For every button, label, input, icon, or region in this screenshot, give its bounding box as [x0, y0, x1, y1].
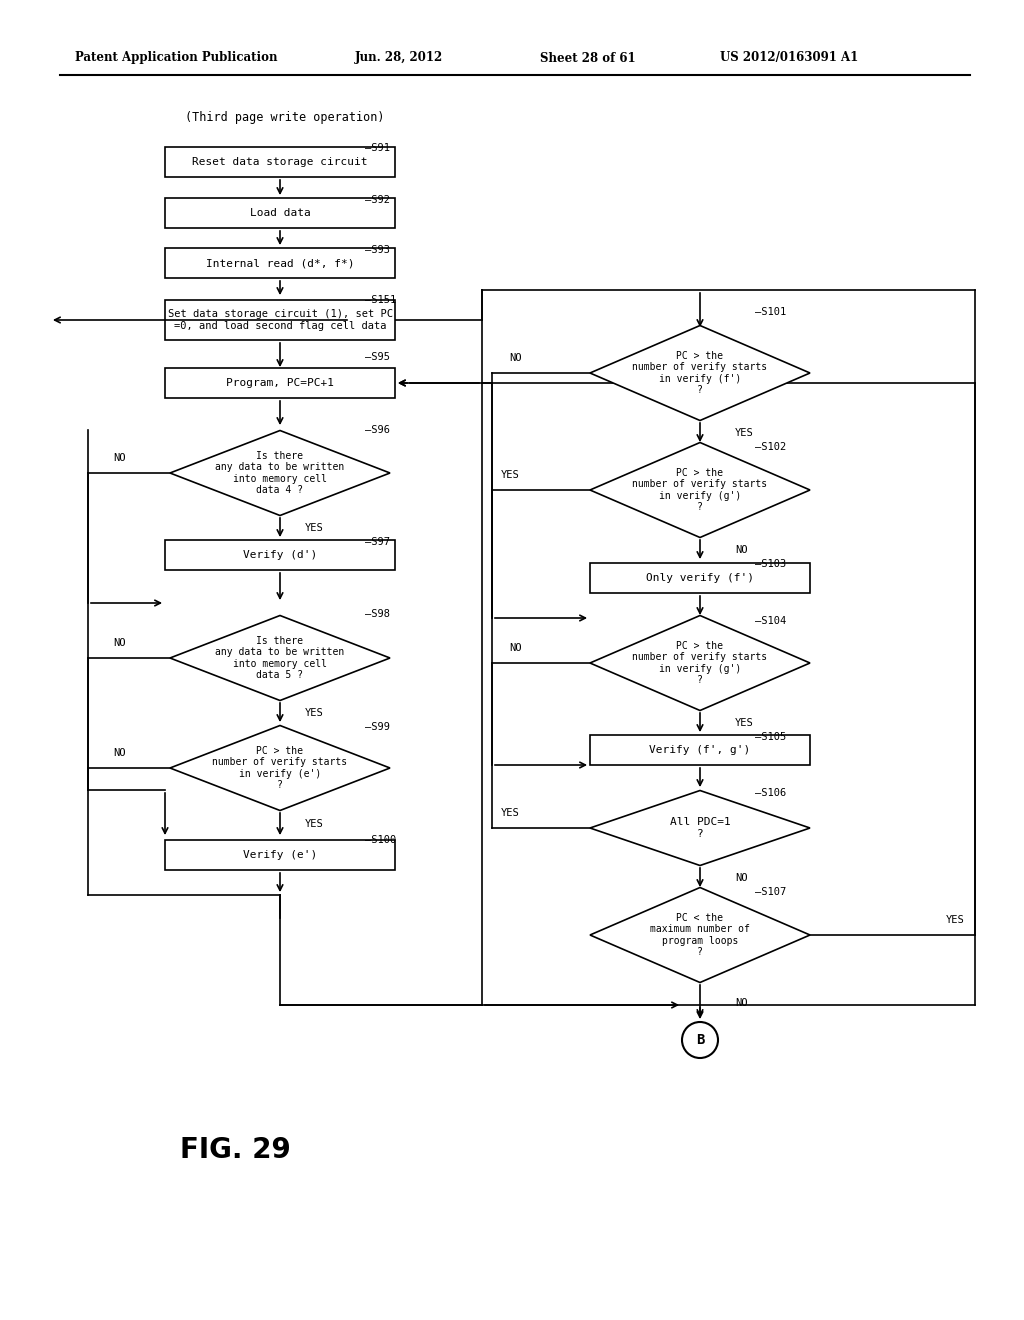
- FancyBboxPatch shape: [165, 840, 395, 870]
- Text: NO: NO: [735, 998, 748, 1008]
- Text: —S106: —S106: [755, 788, 786, 799]
- Text: Load data: Load data: [250, 209, 310, 218]
- Text: PC > the
number of verify starts
in verify (e')
?: PC > the number of verify starts in veri…: [212, 746, 347, 791]
- Text: YES: YES: [501, 808, 519, 818]
- Text: US 2012/0163091 A1: US 2012/0163091 A1: [720, 51, 858, 65]
- Text: —S96: —S96: [365, 425, 390, 436]
- Text: —S105: —S105: [755, 733, 786, 742]
- Text: YES: YES: [735, 428, 754, 438]
- Text: PC > the
number of verify starts
in verify (f')
?: PC > the number of verify starts in veri…: [633, 351, 768, 396]
- Text: —S98: —S98: [365, 609, 390, 619]
- Text: Reset data storage circuit: Reset data storage circuit: [193, 157, 368, 168]
- Polygon shape: [170, 430, 390, 516]
- Text: —S97: —S97: [365, 537, 390, 546]
- Text: (Third page write operation): (Third page write operation): [185, 111, 384, 124]
- Text: YES: YES: [305, 818, 324, 829]
- Text: NO: NO: [735, 873, 748, 883]
- Text: B: B: [696, 1034, 705, 1047]
- Polygon shape: [590, 887, 810, 982]
- FancyBboxPatch shape: [165, 540, 395, 570]
- Text: —S99: —S99: [365, 722, 390, 733]
- Text: Is there
any data to be written
into memory cell
data 5 ?: Is there any data to be written into mem…: [215, 636, 345, 680]
- Text: —S101: —S101: [755, 308, 786, 317]
- Text: Set data storage circuit (1), set PC
=0, and load second flag cell data: Set data storage circuit (1), set PC =0,…: [168, 309, 392, 331]
- Text: —S95: —S95: [365, 352, 390, 362]
- Text: YES: YES: [305, 523, 324, 533]
- Text: —S104: —S104: [755, 616, 786, 626]
- Text: —S102: —S102: [755, 442, 786, 451]
- Polygon shape: [590, 326, 810, 421]
- Text: —S100: —S100: [365, 836, 396, 845]
- FancyBboxPatch shape: [590, 735, 810, 766]
- Text: —S107: —S107: [755, 887, 786, 898]
- Text: Verify (f', g'): Verify (f', g'): [649, 744, 751, 755]
- Text: All PDC=1
?: All PDC=1 ?: [670, 817, 730, 838]
- Text: Only verify (f'): Only verify (f'): [646, 573, 754, 583]
- Text: NO: NO: [114, 453, 126, 463]
- Text: FIG. 29: FIG. 29: [179, 1137, 291, 1164]
- Text: YES: YES: [305, 708, 324, 718]
- Text: —S93: —S93: [365, 246, 390, 255]
- Polygon shape: [590, 615, 810, 710]
- Text: PC > the
number of verify starts
in verify (g')
?: PC > the number of verify starts in veri…: [633, 640, 768, 685]
- Text: NO: NO: [735, 545, 748, 554]
- Polygon shape: [590, 442, 810, 537]
- Polygon shape: [590, 791, 810, 866]
- Text: YES: YES: [501, 470, 519, 480]
- Text: Verify (d'): Verify (d'): [243, 550, 317, 560]
- FancyBboxPatch shape: [165, 368, 395, 399]
- Text: Program, PC=PC+1: Program, PC=PC+1: [226, 378, 334, 388]
- Text: Sheet 28 of 61: Sheet 28 of 61: [540, 51, 636, 65]
- FancyBboxPatch shape: [165, 198, 395, 228]
- Text: YES: YES: [946, 915, 965, 925]
- Text: Verify (e'): Verify (e'): [243, 850, 317, 861]
- Text: PC > the
number of verify starts
in verify (g')
?: PC > the number of verify starts in veri…: [633, 467, 768, 512]
- Text: —S92: —S92: [365, 195, 390, 205]
- FancyBboxPatch shape: [165, 147, 395, 177]
- Text: NO: NO: [509, 643, 521, 653]
- Text: Is there
any data to be written
into memory cell
data 4 ?: Is there any data to be written into mem…: [215, 450, 345, 495]
- FancyBboxPatch shape: [590, 564, 810, 593]
- Text: Internal read (d*, f*): Internal read (d*, f*): [206, 257, 354, 268]
- Text: —S103: —S103: [755, 558, 786, 569]
- Text: —S151: —S151: [365, 294, 396, 305]
- Text: NO: NO: [114, 748, 126, 758]
- Text: NO: NO: [114, 638, 126, 648]
- FancyBboxPatch shape: [165, 248, 395, 279]
- Text: Jun. 28, 2012: Jun. 28, 2012: [355, 51, 443, 65]
- Polygon shape: [170, 615, 390, 701]
- Text: NO: NO: [509, 352, 521, 363]
- Text: YES: YES: [735, 718, 754, 729]
- Text: —S91: —S91: [365, 143, 390, 153]
- Polygon shape: [170, 726, 390, 810]
- Text: PC < the
maximum number of
program loops
?: PC < the maximum number of program loops…: [650, 912, 750, 957]
- Text: Patent Application Publication: Patent Application Publication: [75, 51, 278, 65]
- FancyBboxPatch shape: [165, 300, 395, 341]
